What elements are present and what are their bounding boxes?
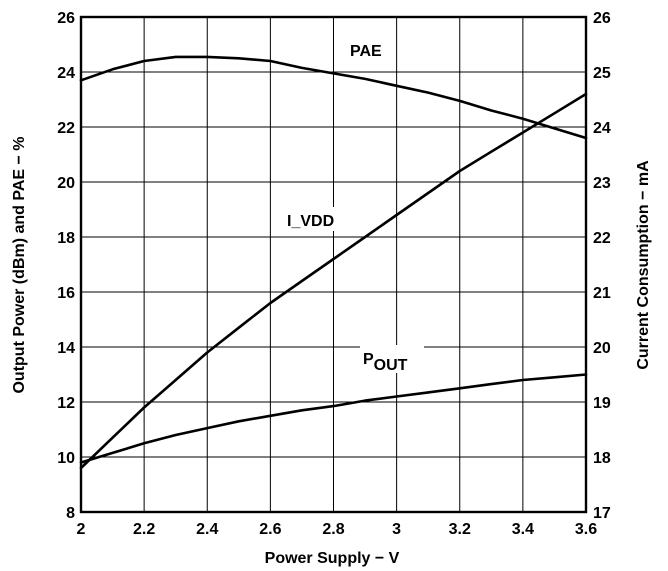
label-bg-ivdd — [284, 207, 350, 231]
y-right-tick-label: 21 — [593, 285, 611, 302]
y-left-tick-label: 16 — [57, 285, 75, 302]
grid — [80, 16, 587, 513]
x-tick-label: 3.4 — [512, 521, 534, 538]
x-tick-label: 2.8 — [322, 521, 344, 538]
x-tick-label: 2.4 — [196, 521, 218, 538]
pout-label-main: P — [363, 351, 374, 368]
x-axis-title: Power Supply − V — [265, 550, 400, 567]
y-left-tick-label: 8 — [66, 505, 75, 522]
y-right-axis-title: Current Consumption − mA — [635, 160, 652, 370]
series-label-ivdd: I_VDD — [287, 213, 334, 230]
label-bg-pae — [346, 38, 388, 62]
y-left-axis-title: Output Power (dBm) and PAE − % — [11, 136, 28, 393]
pout-label-sub: OUT — [374, 357, 408, 374]
y-right-tick-label: 23 — [593, 175, 611, 192]
y-right-tick-label: 19 — [593, 395, 611, 412]
y-left-tick-label: 22 — [57, 120, 75, 137]
y-right-tick-label: 20 — [593, 340, 611, 357]
y-left-tick-label: 18 — [57, 230, 75, 247]
y-left-tick-label: 26 — [57, 10, 75, 27]
y-left-tick-label: 24 — [57, 65, 75, 82]
x-tick-label: 2.6 — [259, 521, 281, 538]
series-label-pout: POUT — [363, 351, 408, 374]
series-line-ivdd — [79, 92, 588, 470]
x-tick-label: 2.2 — [133, 521, 155, 538]
y-right-tick-label: 17 — [593, 505, 611, 522]
series-label-pae: PAE — [350, 43, 382, 60]
label-bg-pout — [360, 345, 424, 373]
plot-frame — [79, 15, 588, 514]
y-right-tick-label: 18 — [593, 450, 611, 467]
y-right-tick-label: 26 — [593, 10, 611, 27]
y-left-tick-label: 10 — [57, 450, 75, 467]
x-tick-label: 3.2 — [449, 521, 471, 538]
series-line-pout — [79, 373, 588, 464]
y-left-tick-label: 12 — [57, 395, 75, 412]
tick-labels: 2 2.2 2.4 2.6 2.8 3 3.2 3.4 3.6 8 10 12 14 16 18 20 22 24… — [57, 10, 611, 538]
y-right-tick-label: 24 — [593, 120, 611, 137]
y-left-tick-label: 20 — [57, 175, 75, 192]
y-left-tick-label: 14 — [57, 340, 75, 357]
series-line-pae — [79, 55, 588, 140]
y-right-tick-label: 22 — [593, 230, 611, 247]
curves — [79, 55, 588, 470]
x-tick-label: 3.6 — [575, 521, 597, 538]
x-tick-label: 2 — [77, 521, 86, 538]
y-right-tick-label: 25 — [593, 65, 611, 82]
x-tick-label: 3 — [392, 521, 401, 538]
